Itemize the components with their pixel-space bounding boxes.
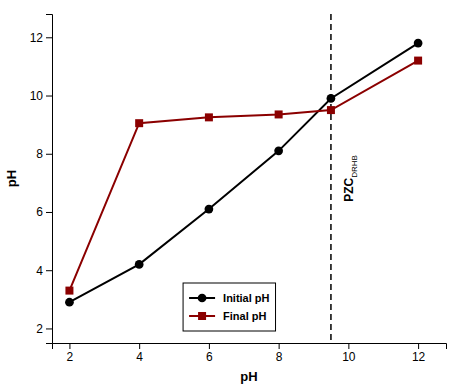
x-axis: 2 4 6 8 10 12 xyxy=(53,343,447,364)
annotation: PZCDRHB xyxy=(342,155,359,202)
x-tick-mark xyxy=(139,343,140,349)
annotation-text: PZC xyxy=(342,178,356,202)
y-tick: 10 xyxy=(30,89,52,103)
point xyxy=(135,119,143,127)
x-tick: 2 xyxy=(67,343,74,364)
y-tick: 6 xyxy=(36,205,52,219)
point xyxy=(414,57,422,65)
y-tick-mark xyxy=(46,96,52,97)
plot: 2 4 6 8 10 12 2 4 6 8 10 12 pH pH PZCDRHB Initial pH Fin… xyxy=(4,14,447,384)
y-tick: 2 xyxy=(36,322,52,336)
series-line xyxy=(69,43,418,302)
series-line xyxy=(69,61,418,291)
point xyxy=(274,146,283,155)
point xyxy=(205,113,213,121)
x-tick-label: 10 xyxy=(342,350,356,364)
x-tick: 4 xyxy=(136,343,143,364)
x-tick-mark xyxy=(69,343,70,349)
y-tick: 12 xyxy=(30,31,52,45)
y-tick-label: 8 xyxy=(36,147,43,161)
x-tick: 8 xyxy=(276,343,283,364)
y-tick-mark xyxy=(46,154,52,155)
legend-item: Final pH xyxy=(189,310,266,322)
x-tick-label: 8 xyxy=(276,350,283,364)
annotation-subscript: DRHB xyxy=(350,155,359,178)
legend-label: Final pH xyxy=(223,310,266,322)
y-tick-label: 12 xyxy=(30,31,44,45)
marks xyxy=(65,14,422,343)
legend-box xyxy=(183,283,275,331)
point xyxy=(275,110,283,118)
point xyxy=(65,298,74,307)
x-tick-label: 12 xyxy=(412,350,426,364)
x-tick-mark xyxy=(348,343,349,349)
point xyxy=(414,39,423,48)
x-tick: 10 xyxy=(342,343,356,364)
y-tick-mark xyxy=(46,328,52,329)
chart: 2 4 6 8 10 12 2 4 6 8 10 12 pH pH PZCDRHB Initial pH Fin… xyxy=(0,0,462,389)
x-axis-line xyxy=(53,344,447,350)
x-tick-mark xyxy=(279,343,280,349)
y-tick: 4 xyxy=(36,264,52,278)
legend: Initial pH Final pH xyxy=(183,283,275,331)
x-tick-label: 2 xyxy=(67,350,74,364)
y-tick: 8 xyxy=(36,147,52,161)
point xyxy=(205,205,214,214)
x-tick: 12 xyxy=(412,343,426,364)
y-axis-title: pH xyxy=(4,170,19,187)
y-tick-label: 6 xyxy=(36,205,43,219)
reference-line xyxy=(330,14,332,343)
point xyxy=(327,106,335,114)
y-tick-label: 2 xyxy=(36,322,43,336)
y-tick-mark xyxy=(46,37,52,38)
x-tick-mark xyxy=(418,343,419,349)
y-axis: 2 4 6 8 10 12 xyxy=(30,15,53,344)
y-axis-line xyxy=(46,15,53,344)
point xyxy=(135,260,144,269)
x-tick-label: 6 xyxy=(206,350,213,364)
point xyxy=(327,94,336,103)
legend-label: Initial pH xyxy=(223,292,269,304)
x-axis-title: pH xyxy=(240,369,257,384)
point xyxy=(65,287,73,295)
y-tick-mark xyxy=(46,270,52,271)
y-tick-mark xyxy=(46,212,52,213)
x-tick-label: 4 xyxy=(136,350,143,364)
y-tick-label: 10 xyxy=(30,89,44,103)
y-tick-label: 4 xyxy=(36,264,43,278)
x-tick-mark xyxy=(209,343,210,349)
legend-item: Initial pH xyxy=(189,292,269,304)
legend-marker xyxy=(198,294,207,303)
x-tick: 6 xyxy=(206,343,213,364)
legend-marker xyxy=(198,312,206,320)
